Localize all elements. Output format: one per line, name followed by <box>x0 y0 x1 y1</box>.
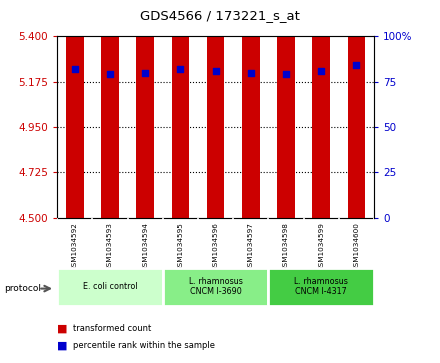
Text: L. rhamnosus
CNCM I-3690: L. rhamnosus CNCM I-3690 <box>189 277 242 297</box>
FancyBboxPatch shape <box>57 268 163 306</box>
Bar <box>242 0 260 218</box>
Text: E. coli control: E. coli control <box>83 282 137 291</box>
Text: GSM1034598: GSM1034598 <box>283 222 289 270</box>
Point <box>247 70 254 76</box>
Point <box>212 68 219 74</box>
Point <box>177 66 184 72</box>
Text: transformed count: transformed count <box>73 324 151 333</box>
Text: ■: ■ <box>57 323 68 334</box>
Text: protocol: protocol <box>4 284 41 293</box>
Text: GSM1034600: GSM1034600 <box>353 222 359 270</box>
Bar <box>207 0 224 218</box>
Text: GSM1034594: GSM1034594 <box>142 222 148 270</box>
Bar <box>172 0 189 218</box>
Point <box>282 72 290 77</box>
Text: GSM1034599: GSM1034599 <box>318 222 324 270</box>
Bar <box>136 0 154 218</box>
Text: GSM1034593: GSM1034593 <box>107 222 113 270</box>
Bar <box>66 0 84 218</box>
Point <box>106 72 114 77</box>
Text: L. rhamnosus
CNCM I-4317: L. rhamnosus CNCM I-4317 <box>294 277 348 297</box>
Point <box>71 66 78 72</box>
Text: percentile rank within the sample: percentile rank within the sample <box>73 341 215 350</box>
Text: GDS4566 / 173221_s_at: GDS4566 / 173221_s_at <box>140 9 300 22</box>
Point <box>353 62 360 68</box>
Point <box>142 70 149 76</box>
Bar <box>348 0 365 218</box>
FancyBboxPatch shape <box>163 268 268 306</box>
Bar <box>101 0 119 218</box>
Text: GSM1034597: GSM1034597 <box>248 222 254 270</box>
Text: GSM1034596: GSM1034596 <box>213 222 219 270</box>
Text: ■: ■ <box>57 340 68 351</box>
Bar <box>277 0 295 218</box>
Text: GSM1034592: GSM1034592 <box>72 222 78 270</box>
FancyBboxPatch shape <box>268 268 374 306</box>
Bar <box>312 0 330 218</box>
Point <box>318 68 325 74</box>
Text: GSM1034595: GSM1034595 <box>177 222 183 270</box>
